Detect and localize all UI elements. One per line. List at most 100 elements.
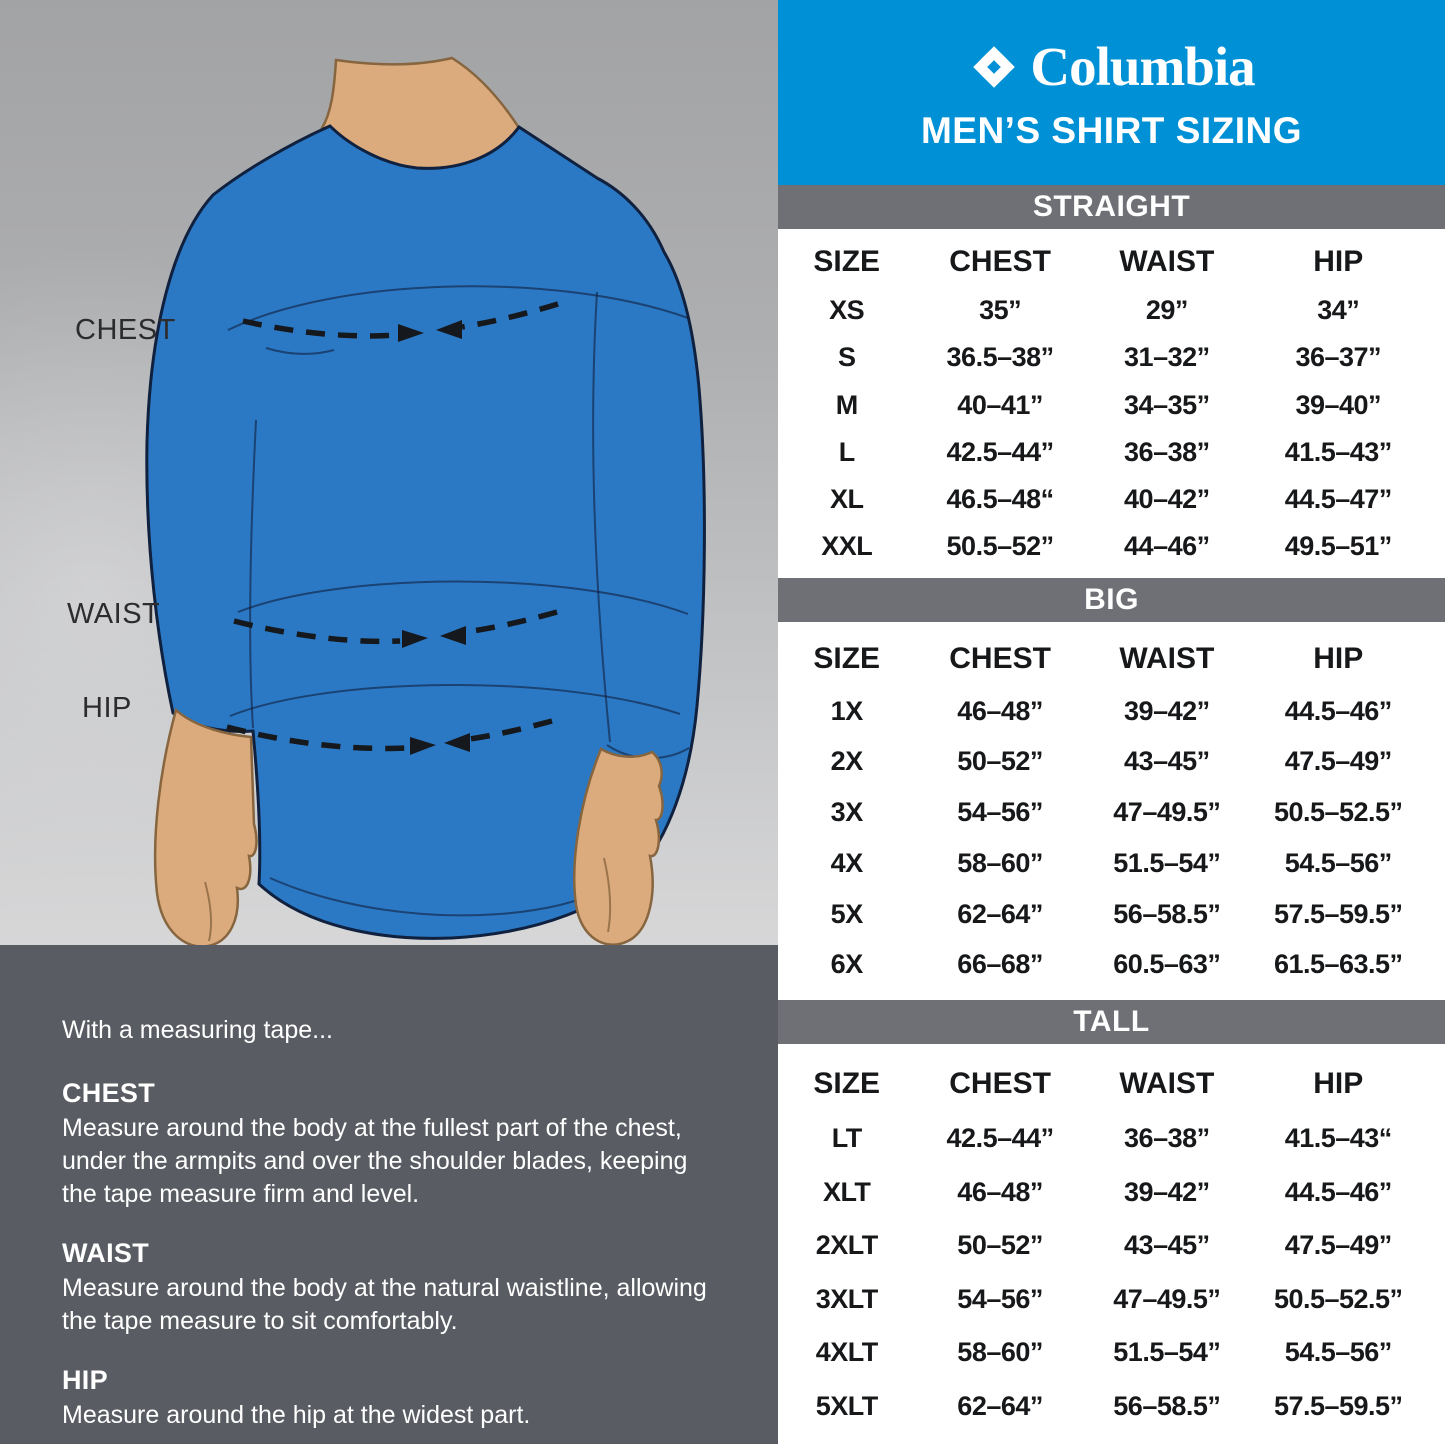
measure-cell: 44.5–46”	[1284, 1176, 1393, 1207]
left-column: CHEST WAIST HIP With a measuring tape...…	[0, 0, 778, 1444]
size-table-big: SIZE CHEST WAIST HIP 1X 46–48” 39–42” 44.5–46” 2…	[778, 622, 1445, 1000]
measure-cell: 58–60”	[957, 1337, 1043, 1367]
table-row: 3XLT 54–56” 47–49.5” 50.5–52.5”	[778, 1284, 1445, 1315]
measure-dashed-lines	[226, 301, 559, 752]
measure-cell: 50.5–52.5”	[1273, 1283, 1403, 1314]
size-cell: 5XLT	[815, 1390, 879, 1421]
measure-cell: 50–52”	[957, 1230, 1043, 1260]
figure-label-hip: HIP	[82, 692, 132, 724]
measure-cell: 35”	[979, 295, 1022, 326]
measure-cell: 29”	[1145, 295, 1189, 326]
instruction-text-waist: Measure around the body at the natural w…	[62, 1274, 707, 1335]
measure-cell: 57.5–59.5”	[1273, 898, 1403, 929]
size-cell: XS	[829, 295, 865, 326]
size-cell: XXL	[821, 530, 873, 561]
section-header-big: BIG	[778, 578, 1445, 622]
table-row: M 40–41” 34–35” 39–40”	[778, 390, 1445, 421]
table-row: XLT 46–48” 39–42” 44.5–46”	[778, 1177, 1445, 1208]
measure-cell: 58–60”	[957, 847, 1043, 878]
brand-wordmark: Columbia	[1030, 36, 1255, 97]
size-cell: 6X	[830, 949, 864, 980]
size-cell: 4X	[830, 847, 864, 878]
instruction-text-chest: Measure around the body at the fullest p…	[62, 1114, 688, 1208]
measure-cell: 46–48”	[957, 1176, 1043, 1207]
size-cell: L	[838, 436, 856, 467]
size-cell: 1X	[830, 695, 864, 726]
table-row: S 36.5–38” 31–32” 36–37”	[778, 342, 1445, 373]
measure-cell: 66–68”	[957, 949, 1043, 980]
measure-cell: 36.5–38”	[946, 342, 1055, 373]
table-row: 1X 46–48” 39–42” 44.5–46”	[778, 696, 1445, 727]
measure-cell: 43–45”	[1124, 1230, 1210, 1260]
table-row: 3X 54–56” 47–49.5” 50.5–52.5”	[778, 797, 1445, 828]
right-hand	[573, 747, 664, 945]
size-table-straight: SIZE CHEST WAIST HIP XS 35” 29” 34” S 36.5–38” 31–…	[778, 229, 1445, 578]
measure-cell: 40–41”	[957, 389, 1043, 420]
brand-header: Columbia MEN’S SHIRT SIZING	[778, 0, 1445, 185]
measure-cell: 60.5–63”	[1113, 949, 1221, 980]
size-cell: XLT	[822, 1176, 871, 1207]
measure-cell: 43–45”	[1124, 746, 1210, 777]
column-header: HIP	[1313, 641, 1364, 675]
finger-lines	[204, 857, 612, 942]
measure-cell: 46–48”	[957, 695, 1043, 726]
measure-cell: 36–38”	[1124, 1123, 1210, 1153]
table-row: XS 35” 29” 34”	[778, 295, 1445, 326]
measure-cell: 47–49.5”	[1113, 1283, 1221, 1314]
size-cell: 5X	[830, 898, 864, 929]
instructions-list: CHEST Measure around the body at the full…	[62, 1078, 712, 1432]
measure-cell: 44.5–47”	[1284, 483, 1393, 514]
measure-cell: 39–42”	[1124, 1176, 1210, 1207]
column-header: SIZE	[813, 641, 881, 675]
measure-cell: 50.5–52.5”	[1273, 797, 1403, 827]
measure-cell: 50.5–52”	[946, 530, 1055, 561]
measure-cell: 54.5–56”	[1284, 1337, 1393, 1367]
measure-cell: 56–58.5”	[1113, 1390, 1221, 1421]
columbia-logo: Columbia	[968, 35, 1256, 98]
size-sections: STRAIGHT SIZE CHEST WAIST HIP XS 35” 29” 34” S 36.…	[778, 185, 1445, 1444]
measure-cell: 44–46”	[1124, 530, 1210, 561]
measure-cell: 62–64”	[957, 898, 1043, 929]
sizing-tables-column: Columbia MEN’S SHIRT SIZING STRAIGHT SIZE…	[778, 0, 1445, 1444]
instruction-heading-hip: HIP	[62, 1365, 108, 1395]
column-header: SIZE	[813, 1066, 881, 1100]
instructions-intro: With a measuring tape...	[62, 1016, 333, 1044]
measure-cell: 42.5–44”	[946, 436, 1055, 467]
measure-cell: 39–42”	[1124, 695, 1210, 726]
page-title: MEN’S SHIRT SIZING	[920, 110, 1303, 151]
measure-cell: 62–64”	[957, 1390, 1043, 1421]
table-row: LT 42.5–44” 36–38” 41.5–43“	[778, 1123, 1445, 1154]
table-row: 5X 62–64” 56–58.5” 57.5–59.5”	[778, 899, 1445, 930]
measure-cell: 51.5–54”	[1113, 847, 1221, 878]
size-cell: 2XLT	[815, 1230, 879, 1260]
size-cell: 3X	[830, 797, 864, 827]
instruction-heading-chest: CHEST	[62, 1078, 156, 1108]
table-row: 4X 58–60” 51.5–54” 54.5–56”	[778, 848, 1445, 879]
chest-dash-right	[461, 301, 559, 330]
measure-cell: 36–37”	[1295, 342, 1382, 373]
measure-cell: 50–52”	[957, 746, 1043, 777]
measure-cell: 49.5–51”	[1284, 530, 1393, 561]
table-header-row: SIZE CHEST WAIST HIP	[778, 245, 1445, 279]
chest-dash-left	[242, 318, 397, 339]
hip-dash-left	[226, 724, 409, 752]
size-cell: 2X	[830, 746, 864, 777]
column-header: CHEST	[949, 245, 1051, 279]
measure-cell: 41.5–43”	[1284, 436, 1393, 467]
table-row: 5XLT 62–64” 56–58.5” 57.5–59.5”	[778, 1391, 1445, 1422]
size-cell: S	[837, 342, 856, 373]
table-header-row: SIZE CHEST WAIST HIP	[778, 1067, 1445, 1101]
measure-cell: 56–58.5”	[1113, 898, 1221, 929]
measure-cell: 36–38”	[1124, 436, 1210, 467]
table-row: 6X 66–68” 60.5–63” 61.5–63.5”	[778, 949, 1445, 980]
figure-label-waist: WAIST	[67, 598, 161, 630]
columbia-gem-icon	[973, 45, 1016, 88]
measure-cell: 39–40”	[1295, 389, 1382, 420]
instruction-text-hip: Measure around the hip at the widest par…	[62, 1401, 531, 1429]
column-header: HIP	[1313, 245, 1364, 279]
measure-cell: 44.5–46”	[1284, 695, 1393, 726]
size-cell: M	[835, 389, 859, 420]
hip-dash-right	[469, 718, 553, 742]
size-cell: LT	[831, 1123, 862, 1153]
column-header: WAIST	[1119, 245, 1215, 279]
